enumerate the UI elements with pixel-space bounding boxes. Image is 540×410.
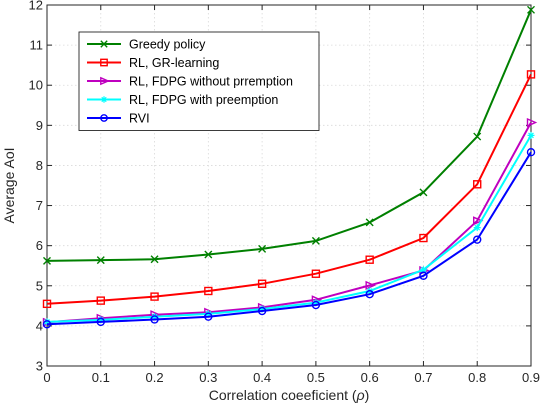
circle-marker [204,312,213,321]
x-marker [365,218,374,227]
legend: Greedy policy RL, GR-learning RL, FDPG wit… [78,31,320,131]
legend-label: RL, FDPG with preemption [129,93,278,107]
legend-item: RVI [87,112,150,126]
square-marker [257,279,267,288]
triangle-marker [100,76,110,86]
x-tick-label: 0.1 [92,370,110,385]
series-line [46,9,532,262]
series-group [42,70,536,309]
x-marker [150,255,159,264]
y-tick-label: 6 [36,238,43,253]
legend-label: RL, GR-learning [129,56,219,70]
x-tick-label: 0.2 [146,370,164,385]
y-tick-label: 5 [36,278,43,293]
y-tick-label: 12 [29,0,43,13]
triangle-marker [365,280,376,290]
plot-frame [46,4,532,367]
legend-item: RL, FDPG with preemption [87,93,278,107]
x-axis-label-suffix: ) [365,387,370,403]
series-line [46,73,532,305]
square-marker [473,180,482,189]
series-group [42,148,536,329]
x-marker [527,5,535,14]
square-marker [150,292,159,301]
star-marker [473,224,481,232]
y-tick-label: 8 [36,158,43,173]
data-series [42,5,538,329]
square-marker [42,299,52,309]
series-line [46,134,532,323]
legend-item: Greedy policy [87,38,206,52]
legend-label: RL, FDPG without prremption [129,75,293,89]
y-axis-label: Average AoI [1,147,17,223]
x-marker [204,250,213,259]
legend-label: Greedy policy [129,38,206,52]
x-tick-label: 0.4 [253,370,271,385]
triangle-marker [473,216,484,226]
x-tick-label: 0 [43,370,50,385]
square-marker [100,58,108,67]
circle-marker [365,290,374,299]
circle-marker [150,315,159,324]
x-axis-label-symbol: ρ [356,387,365,403]
triangle-marker [526,117,538,128]
x-tick-label: 0.5 [307,370,325,385]
x-marker [419,188,428,197]
square-marker [419,233,428,243]
star-marker [43,318,51,326]
circle-marker [100,114,108,122]
star-marker [312,299,320,307]
star-marker [419,266,427,274]
x-marker [100,40,108,48]
circle-marker [526,148,536,157]
star-marker [100,96,108,103]
y-tick-label: 7 [36,198,43,213]
x-marker [43,256,51,265]
star-marker [527,131,535,139]
x-axis-label: Correlation coeeficient (ρ) [209,387,370,403]
circle-marker [257,306,267,316]
circle-marker [42,320,52,329]
square-marker [96,296,105,305]
x-marker [311,236,320,245]
y-tick-label: 4 [36,318,43,333]
x-marker [258,244,267,253]
y-tick-label: 3 [36,359,43,374]
y-tick-label: 11 [30,38,44,53]
x-marker [96,256,105,265]
axis-ticks: 0 0.1 0.2 0.3 0.4 0.5 0.6 0.7 0.8 0.9 3 4 5 6 7 8 9 10 11 1… [29,0,540,385]
series-group [43,5,535,265]
x-tick-label: 0.8 [468,370,486,385]
star-marker [97,316,105,324]
x-axis-label-prefix: Correlation coeeficient ( [209,387,357,403]
square-marker [526,70,536,79]
legend-item: RL, FDPG without prremption [87,75,293,89]
series-line [46,122,532,324]
x-tick-label: 0.9 [522,370,540,385]
legend-label: RVI [129,112,150,126]
square-marker [311,269,321,278]
x-tick-label: 0.3 [199,370,217,385]
x-marker [473,132,482,141]
square-marker [204,286,213,296]
x-tick-label: 0.6 [361,370,379,385]
circle-marker [311,300,321,310]
square-marker [365,255,374,264]
y-tick-label: 10 [29,78,43,93]
series-line [46,151,532,326]
star-marker [258,305,266,313]
circle-marker [473,235,482,244]
y-tick-label: 9 [36,118,43,133]
legend-item: RL, GR-learning [87,56,219,70]
circle-marker [419,271,428,280]
circle-marker [96,317,105,327]
x-tick-label: 0.7 [414,370,432,385]
